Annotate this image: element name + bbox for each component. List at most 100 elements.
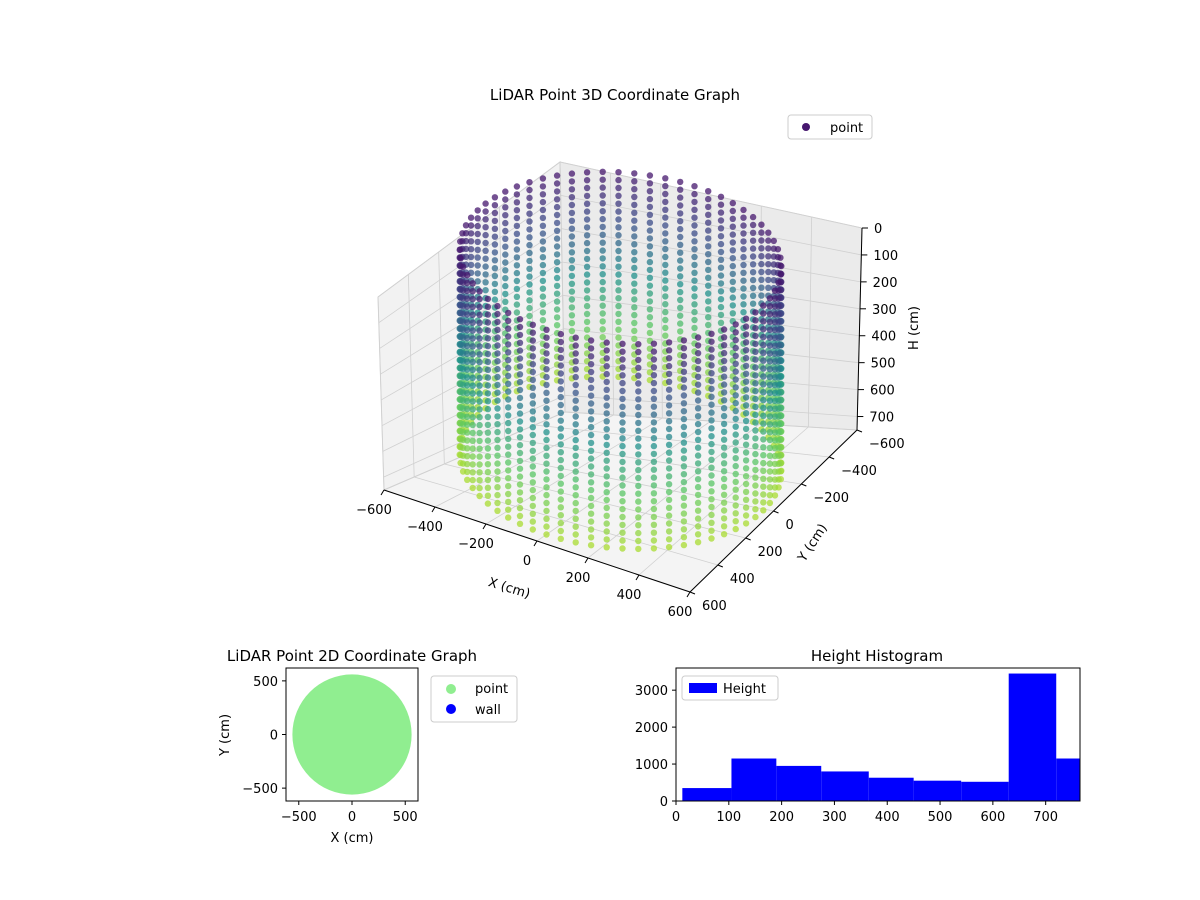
point-3d bbox=[587, 471, 595, 478]
point-3d bbox=[732, 415, 739, 423]
point-3d bbox=[777, 271, 784, 278]
point-3d bbox=[680, 518, 688, 525]
point-3d bbox=[557, 527, 564, 535]
point-3d bbox=[543, 326, 550, 333]
point-3d bbox=[467, 238, 475, 245]
point-3d bbox=[505, 490, 512, 498]
point-3d bbox=[529, 447, 536, 454]
point-3d bbox=[484, 335, 492, 342]
point-3d bbox=[476, 343, 483, 350]
point-3d bbox=[732, 376, 739, 383]
point-3d bbox=[760, 436, 767, 443]
point-3d bbox=[766, 405, 774, 412]
y-tick-3d bbox=[773, 510, 779, 514]
point-3d bbox=[717, 256, 725, 263]
point-3d bbox=[742, 473, 750, 480]
point-3d bbox=[740, 238, 747, 245]
point-3d bbox=[650, 545, 658, 552]
point-3d bbox=[615, 184, 622, 192]
point-3d bbox=[583, 239, 591, 247]
point-3d bbox=[491, 217, 499, 225]
point-3d bbox=[717, 225, 725, 232]
point-3d bbox=[539, 309, 547, 316]
point-3d bbox=[665, 425, 673, 433]
point-3d bbox=[603, 528, 610, 535]
point-3d bbox=[572, 460, 579, 467]
point-3d bbox=[464, 374, 471, 381]
point-3d bbox=[677, 312, 684, 319]
point-3d bbox=[476, 421, 483, 429]
point-3d bbox=[516, 441, 524, 449]
point-3d bbox=[599, 184, 606, 191]
x-tick-label-3d: −400 bbox=[407, 520, 443, 535]
histogram-bar bbox=[1008, 673, 1057, 801]
point-3d bbox=[484, 327, 492, 334]
point-3d bbox=[720, 468, 728, 475]
point-3d bbox=[749, 269, 757, 276]
point-3d bbox=[742, 410, 750, 417]
point-3d bbox=[557, 496, 564, 503]
point-3d bbox=[752, 419, 759, 426]
point-3d bbox=[587, 510, 595, 517]
point-3d bbox=[553, 251, 561, 258]
point-3d bbox=[760, 318, 767, 325]
point-3d bbox=[529, 431, 536, 439]
point-3d bbox=[749, 253, 757, 260]
point-3d bbox=[760, 499, 767, 506]
point-3d bbox=[631, 249, 638, 256]
point-3d bbox=[705, 243, 712, 250]
point-3d bbox=[740, 206, 747, 214]
point-3d bbox=[539, 317, 547, 324]
point-3d bbox=[603, 363, 610, 370]
point-3d bbox=[599, 263, 606, 270]
point-3d bbox=[568, 312, 576, 319]
point-3d bbox=[469, 414, 476, 421]
point-3d bbox=[619, 521, 626, 529]
point-3d bbox=[720, 357, 728, 365]
point-3d bbox=[694, 515, 702, 522]
point-3d bbox=[615, 326, 622, 333]
point-3d bbox=[516, 371, 524, 378]
point-3d bbox=[502, 282, 509, 290]
point-3d bbox=[615, 239, 622, 247]
point-3d bbox=[694, 389, 702, 396]
point-3d bbox=[740, 246, 747, 253]
point-3d bbox=[717, 280, 725, 287]
point-3d bbox=[516, 363, 524, 370]
point-3d bbox=[526, 289, 533, 296]
point-3d bbox=[494, 476, 501, 483]
point-3d bbox=[771, 350, 779, 357]
point-3d bbox=[662, 190, 669, 198]
point-3d bbox=[464, 453, 471, 460]
point-3d bbox=[494, 310, 501, 318]
point-3d bbox=[599, 278, 606, 286]
point-3d bbox=[766, 303, 774, 310]
point-3d bbox=[505, 333, 512, 340]
point-3d bbox=[572, 523, 579, 530]
point-3d bbox=[491, 209, 499, 217]
y-tick-label-3d: 200 bbox=[758, 545, 783, 560]
point-3d bbox=[494, 373, 501, 381]
point-3d bbox=[464, 287, 471, 295]
point-3d bbox=[662, 293, 669, 300]
point-3d bbox=[680, 471, 688, 478]
point-3d bbox=[760, 357, 767, 364]
point-3d bbox=[603, 536, 610, 543]
point-3d bbox=[650, 435, 658, 442]
point-3d bbox=[615, 318, 622, 325]
point-3d bbox=[502, 219, 509, 227]
point-3d bbox=[742, 449, 750, 456]
point-3d bbox=[543, 491, 550, 499]
point-3d bbox=[459, 263, 467, 270]
point-3d bbox=[494, 507, 501, 514]
point-3d bbox=[529, 337, 536, 344]
point-3d bbox=[680, 408, 688, 415]
point-3d bbox=[513, 191, 521, 198]
point-3d bbox=[615, 302, 622, 310]
point-3d bbox=[635, 411, 642, 419]
point-3d bbox=[583, 310, 591, 318]
point-3d bbox=[665, 370, 673, 378]
point-3d bbox=[708, 346, 715, 353]
point-3d bbox=[631, 170, 638, 177]
point-3d bbox=[476, 469, 483, 476]
